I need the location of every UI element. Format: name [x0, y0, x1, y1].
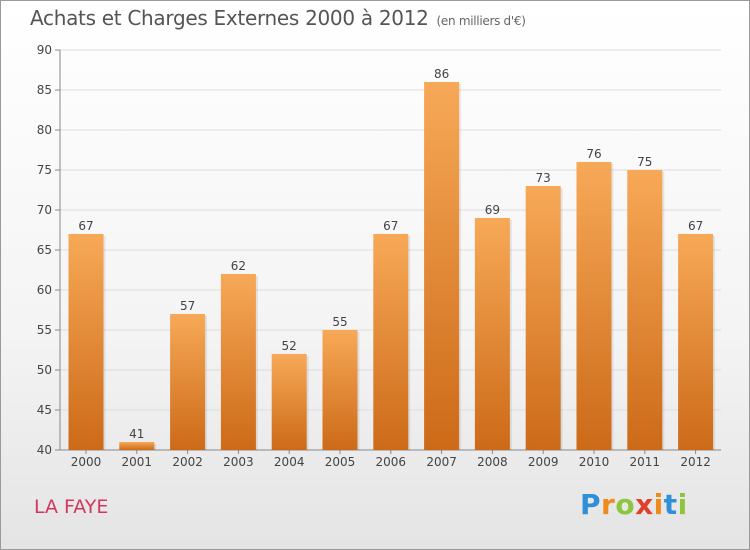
data-label: 76: [586, 147, 601, 161]
data-label: 62: [231, 259, 246, 273]
bar: [220, 274, 256, 450]
y-tick-label: 50: [37, 363, 52, 377]
bar: [271, 354, 307, 450]
x-tick-label: 2004: [274, 455, 305, 469]
bar: [170, 314, 206, 450]
y-tick-label: 70: [37, 203, 52, 217]
x-tick-label: 2011: [630, 455, 661, 469]
chart-title: Achats et Charges Externes 2000 à 2012: [30, 6, 429, 30]
x-tick-label: 2009: [528, 455, 559, 469]
y-tick-label: 65: [37, 243, 52, 257]
x-tick-label: 2003: [223, 455, 254, 469]
x-tick-label: 2000: [71, 455, 102, 469]
y-tick-label: 85: [37, 83, 52, 97]
y-tick-label: 80: [37, 123, 52, 137]
data-label: 67: [383, 219, 398, 233]
y-tick-label: 90: [37, 43, 52, 57]
x-tick-label: 2006: [376, 455, 407, 469]
data-label: 69: [485, 203, 500, 217]
proxiti-logo: Proxiti: [580, 488, 688, 521]
bar: [68, 234, 104, 450]
data-label: 75: [637, 155, 652, 169]
bar: [322, 330, 358, 450]
y-tick-label: 75: [37, 163, 52, 177]
data-label: 67: [78, 219, 93, 233]
bar: [119, 442, 155, 450]
data-label: 86: [434, 67, 449, 81]
data-label: 41: [129, 427, 144, 441]
bar: [576, 162, 612, 450]
data-label: 67: [688, 219, 703, 233]
y-tick-label: 45: [37, 403, 52, 417]
x-tick-label: 2012: [680, 455, 711, 469]
y-tick-label: 55: [37, 323, 52, 337]
bar: [627, 170, 663, 450]
x-tick-label: 2001: [122, 455, 153, 469]
data-label: 73: [536, 171, 551, 185]
x-tick-label: 2007: [426, 455, 457, 469]
x-tick-label: 2008: [477, 455, 508, 469]
data-label: 57: [180, 299, 195, 313]
data-label: 52: [282, 339, 297, 353]
chart-unit-note: (en milliers d'€): [436, 14, 526, 28]
bar: [373, 234, 409, 450]
x-tick-label: 2005: [325, 455, 356, 469]
bar: [424, 82, 460, 450]
bar: [678, 234, 714, 450]
chart-title-block: Achats et Charges Externes 2000 à 2012 (e…: [30, 6, 526, 30]
bar: [525, 186, 561, 450]
data-label: 55: [332, 315, 347, 329]
town-name: LA FAYE: [34, 496, 109, 518]
x-tick-label: 2010: [579, 455, 610, 469]
bar: [474, 218, 510, 450]
x-tick-label: 2002: [172, 455, 203, 469]
y-tick-label: 60: [37, 283, 52, 297]
y-tick-label: 40: [37, 443, 52, 457]
